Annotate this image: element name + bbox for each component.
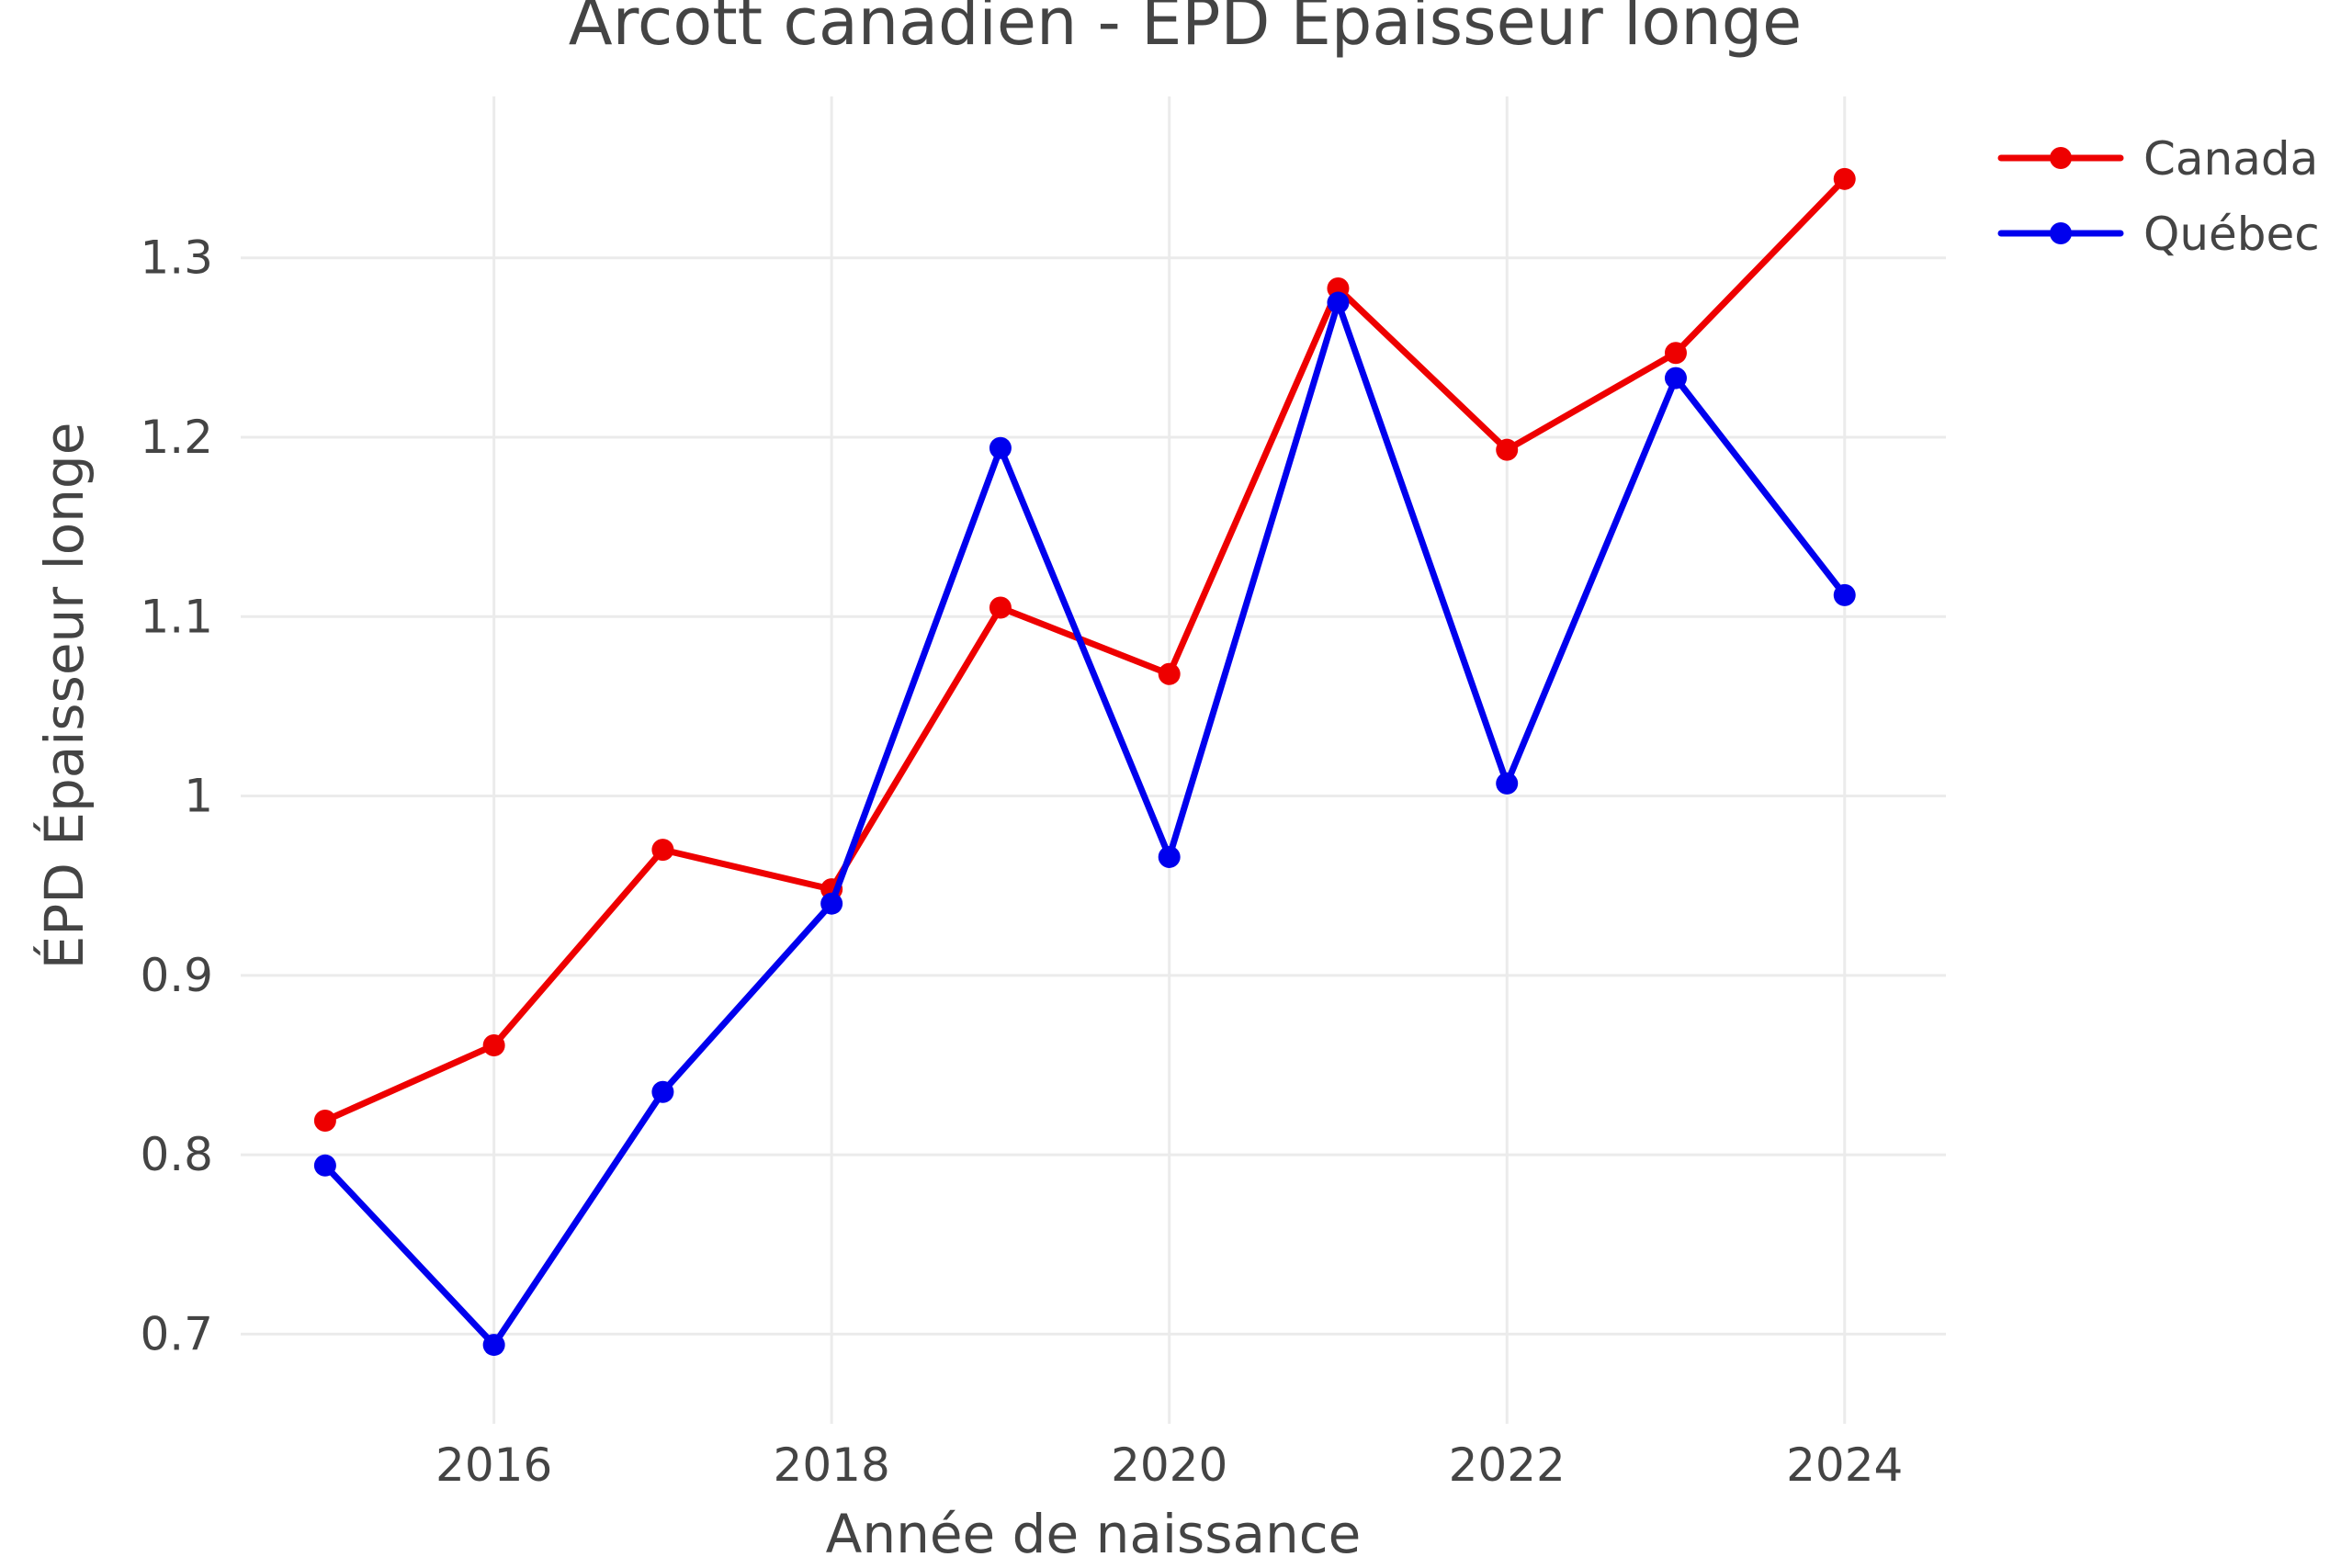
data-point-canada[interactable] — [482, 1033, 505, 1056]
grid — [241, 96, 1946, 1424]
axes: 2016 2018 2020 2022 2024 0.7 0.8 0.9 1 1.1 1.2 1.3 — [140, 231, 1903, 1492]
data-point-quebec[interactable] — [482, 1334, 505, 1357]
data-point-quebec[interactable] — [1664, 367, 1687, 389]
series-line-canada — [322, 175, 1849, 1124]
data-point-quebec[interactable] — [651, 1080, 674, 1103]
series-layer — [313, 167, 1856, 1357]
chart-title: Arcott canadien - ÉPD Épaisseur longe — [569, 0, 1802, 60]
x-tick-label: 2016 — [435, 1438, 552, 1492]
y-tick-label: 0.8 — [140, 1128, 213, 1181]
y-axis-title: ÉPD Épaisseur longe — [32, 423, 96, 970]
legend-label: Canada — [2143, 132, 2318, 186]
x-axis-title: Année de naissance — [826, 1503, 1362, 1565]
y-tick-label: 1.1 — [140, 590, 213, 643]
legend-marker-swatch — [2050, 147, 2072, 169]
data-point-canada[interactable] — [1496, 438, 1519, 461]
legend-label: Québec — [2143, 208, 2320, 261]
legend-marker-swatch — [2050, 222, 2072, 244]
legend-item-quebec[interactable]: Québec — [1997, 208, 2320, 261]
series-quebec — [313, 291, 1856, 1357]
data-point-canada[interactable] — [1833, 167, 1856, 190]
x-tick-label: 2022 — [1449, 1438, 1566, 1492]
legend: Canada Québec — [1997, 132, 2320, 261]
data-point-canada[interactable] — [1664, 342, 1687, 365]
data-point-canada[interactable] — [313, 1109, 336, 1132]
y-tick-label: 1.2 — [140, 411, 213, 464]
series-line-quebec — [322, 299, 1849, 1348]
data-point-quebec[interactable] — [1327, 291, 1350, 314]
data-point-canada[interactable] — [989, 596, 1012, 619]
data-point-quebec[interactable] — [1158, 845, 1181, 868]
y-tick-label: 1.3 — [140, 231, 213, 285]
data-point-quebec[interactable] — [313, 1154, 336, 1177]
data-point-quebec[interactable] — [1496, 772, 1519, 795]
legend-item-canada[interactable]: Canada — [1997, 132, 2318, 186]
data-point-quebec[interactable] — [820, 892, 843, 915]
data-point-quebec[interactable] — [1833, 583, 1856, 606]
data-point-canada[interactable] — [1158, 662, 1181, 685]
y-tick-label: 0.9 — [140, 949, 213, 1002]
x-tick-label: 2018 — [774, 1438, 890, 1492]
y-tick-label: 1 — [184, 770, 213, 823]
x-tick-label: 2020 — [1111, 1438, 1227, 1492]
data-point-canada[interactable] — [651, 839, 674, 862]
x-tick-label: 2024 — [1786, 1438, 1903, 1492]
data-point-quebec[interactable] — [989, 436, 1012, 459]
y-tick-label: 0.7 — [140, 1307, 213, 1360]
